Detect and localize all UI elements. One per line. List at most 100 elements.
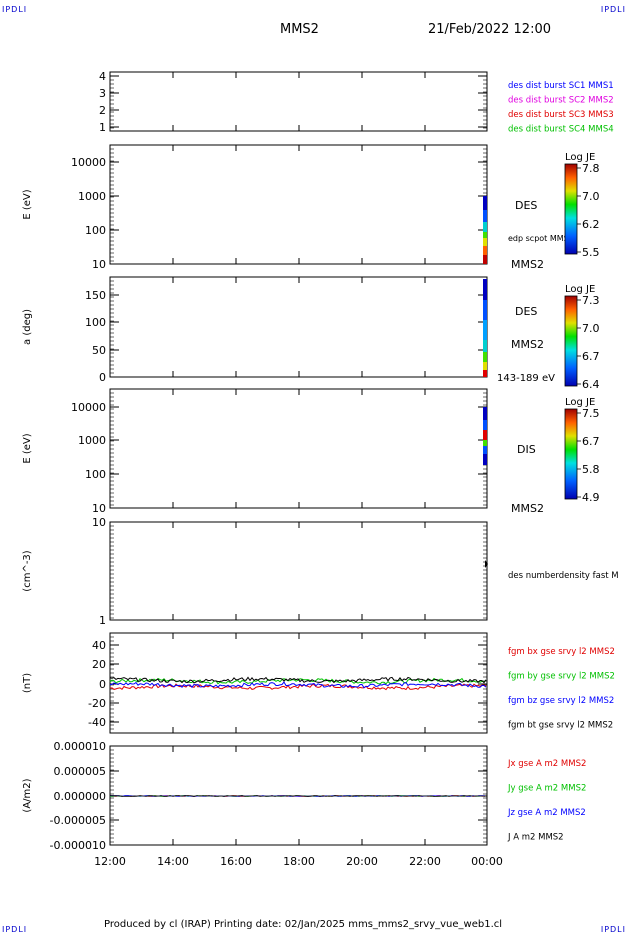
des-energy-spectrogram-strip: [483, 196, 487, 210]
colorbar-tick-label: 7.0: [582, 322, 600, 335]
y-tick-label: 1: [99, 121, 106, 134]
legend-entry: fgm bx gse srvy l2 MMS2: [508, 647, 615, 657]
des-pitch-spectrogram-strip: [483, 370, 487, 377]
colorbar: [564, 408, 578, 500]
colorbar-tick-label: 7.8: [582, 162, 600, 175]
y-tick-label: 10000: [71, 401, 106, 414]
des-energy-spectrogram-strip: [483, 232, 487, 238]
x-tick-label: 12:00: [94, 855, 126, 868]
colorbar-title: Log JE: [565, 284, 595, 295]
datetime-title: 21/Feb/2022 12:00: [428, 22, 551, 37]
corner-label-top-left: IPDLI: [2, 5, 28, 14]
colorbar-tick-label: 6.4: [582, 378, 600, 391]
dis-energy-spectrogram-strip: [483, 407, 487, 420]
y-tick-label: 0.000000: [54, 790, 107, 803]
y-tick-label: 0: [99, 371, 106, 384]
colorbar-title: Log JE: [565, 397, 595, 408]
colorbar-tick-label: 6.7: [582, 435, 600, 448]
legend-entry: des numberdensity fast M: [508, 571, 619, 581]
y-tick-label: 100: [85, 316, 106, 329]
y-axis-label: a (deg): [22, 309, 33, 345]
panel-4-side-label: DIS: [517, 443, 536, 456]
legend-entry: des dist burst SC1 MMS1: [508, 81, 614, 91]
y-tick-label: 10: [92, 502, 106, 515]
legend-entry: des dist burst SC4 MMS4: [508, 125, 614, 135]
des-pitch-spectrogram-strip: [483, 362, 487, 370]
dis-energy-spectrogram-strip: [483, 420, 487, 430]
colorbar-tick-label: 6.2: [582, 218, 600, 231]
panel-3-side-label: 143-189 eV: [497, 373, 555, 384]
x-tick-label: 16:00: [220, 855, 252, 868]
legend-entry: fgm bt gse srvy l2 MMS2: [508, 721, 613, 731]
series-line-4: [110, 795, 486, 797]
y-tick-label: 1000: [78, 190, 106, 203]
legend-entry: Jx gse A m2 MMS2: [507, 759, 586, 769]
x-tick-label: 20:00: [346, 855, 378, 868]
legend-entry: fgm by gse srvy l2 MMS2: [508, 672, 615, 682]
colorbar: [564, 163, 578, 255]
y-tick-label: 10000: [71, 156, 106, 169]
legend-entry: J A m2 MMS2: [507, 833, 564, 843]
corner-label-top-right: IPDLI: [600, 5, 626, 14]
y-tick-label: 40: [92, 639, 106, 652]
des-pitch-spectrogram-strip: [483, 352, 487, 362]
panel-3-frame: [109, 276, 488, 378]
panel-4-frame: [109, 388, 488, 509]
des-energy-spectrogram-strip: [483, 246, 487, 255]
colorbar-tick-label: 7.5: [582, 407, 600, 420]
y-tick-label: 3: [99, 87, 106, 100]
dis-energy-spectrogram-strip: [483, 446, 487, 454]
des-energy-spectrogram-strip: [483, 238, 487, 246]
des-pitch-spectrogram-strip: [483, 300, 487, 320]
panel-2-side-label: DES: [515, 199, 537, 212]
legend-entry: des dist burst SC3 MMS3: [508, 110, 614, 120]
y-tick-label: 0: [99, 678, 106, 691]
y-tick-label: 100: [85, 224, 106, 237]
colorbar-tick-label: 7.0: [582, 190, 600, 203]
x-tick-label: 22:00: [409, 855, 441, 868]
panel-2-side-label: MMS2: [511, 258, 544, 271]
spacecraft-title: MMS2: [280, 22, 319, 37]
y-tick-label: 0.000010: [54, 740, 107, 753]
x-tick-label: 14:00: [157, 855, 189, 868]
series-line-4: [109, 676, 487, 684]
des-pitch-spectrogram-strip: [483, 340, 487, 352]
legend-entry: fgm bz gse srvy l2 MMS2: [508, 696, 614, 706]
y-tick-label: 4: [99, 70, 106, 83]
colorbar-tick-label: 6.7: [582, 350, 600, 363]
dis-energy-spectrogram-strip: [483, 454, 487, 465]
panel-6-frame: [109, 632, 488, 734]
y-tick-label: -40: [88, 716, 106, 729]
colorbar-tick-label: 5.5: [582, 246, 600, 259]
colorbar-title: Log JE: [565, 152, 595, 163]
legend-entry: Jz gse A m2 MMS2: [507, 808, 586, 818]
legend-entry: Jy gse A m2 MMS2: [507, 784, 586, 794]
footer-credit: Produced by cl (IRAP) Printing date: 02/…: [104, 919, 503, 930]
panel-5-frame: [109, 521, 488, 621]
colorbar: [564, 295, 578, 387]
x-tick-label: 18:00: [283, 855, 315, 868]
des-energy-spectrogram-strip: [483, 222, 487, 232]
corner-label-bottom-right: IPDLI: [600, 925, 626, 934]
panel-2-frame: [109, 144, 488, 265]
des-pitch-spectrogram-strip: [483, 279, 487, 300]
des-pitch-spectrogram-strip: [483, 320, 487, 340]
y-axis-label: (nT): [22, 673, 33, 693]
y-tick-label: -0.000010: [50, 839, 106, 852]
colorbar-tick-label: 4.9: [582, 491, 600, 504]
panel-3-side-label: DES: [515, 305, 537, 318]
panel-4-side-label: MMS2: [511, 502, 544, 515]
panel-3-side-label: MMS2: [511, 338, 544, 351]
corner-label-bottom-left: IPDLI: [2, 925, 28, 934]
legend-entry: des dist burst SC2 MMS2: [508, 96, 614, 106]
y-tick-label: 1: [99, 614, 106, 627]
y-tick-label: 1000: [78, 434, 106, 447]
colorbar-tick-label: 7.3: [582, 294, 600, 307]
y-tick-label: 150: [85, 289, 106, 302]
dis-energy-spectrogram-strip: [483, 430, 487, 440]
des-energy-spectrogram-strip: [483, 255, 487, 264]
y-tick-label: 10: [92, 258, 106, 271]
y-tick-label: 2: [99, 104, 106, 117]
y-tick-label: 50: [92, 344, 106, 357]
